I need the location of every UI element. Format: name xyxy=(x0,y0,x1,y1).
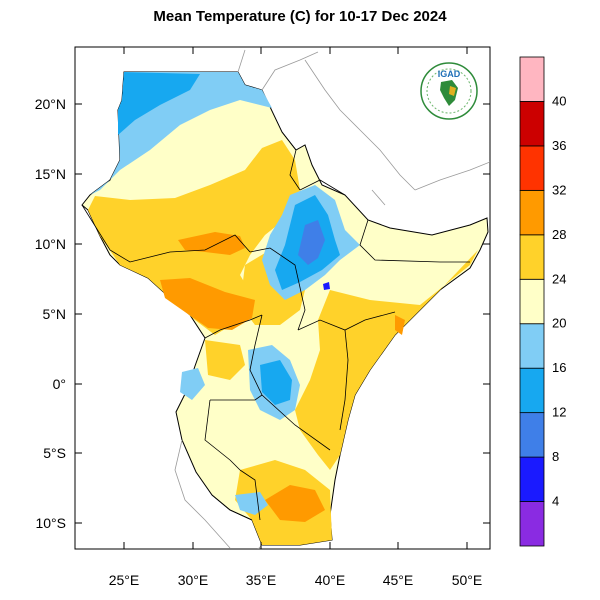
lat-ticks xyxy=(75,103,490,524)
colorbar-label: 8 xyxy=(552,449,559,464)
hot-zone-somalia xyxy=(395,315,405,335)
lat-tick-label: 20°N xyxy=(35,96,66,112)
colorbar-label: 36 xyxy=(552,138,566,153)
hot-zone-tanzania xyxy=(265,485,325,522)
colorbar-swatch xyxy=(519,234,545,280)
colorbar-swatch xyxy=(519,323,545,369)
context-borders xyxy=(174,49,490,549)
colorbar-swatch xyxy=(519,145,545,191)
map-title: Mean Temperature (C) for 10-17 Dec 2024 xyxy=(153,8,447,25)
colorbar-label: 24 xyxy=(552,271,566,286)
colorbar-label: 12 xyxy=(552,405,566,420)
lon-tick-label: 40°E xyxy=(315,572,346,588)
colorbar-swatch xyxy=(519,278,545,325)
lon-tick-label: 45°E xyxy=(383,572,414,588)
colorbar-swatch xyxy=(519,367,545,414)
igad-logo-icon: IGAD xyxy=(420,62,478,120)
lat-tick-label: 10°N xyxy=(35,236,66,252)
cool-zone-congo-edge xyxy=(180,368,205,400)
warm-zone-uganda xyxy=(205,340,245,380)
lat-tick-label: 5°S xyxy=(43,445,66,461)
colorbar-label: 28 xyxy=(552,227,566,242)
colorbar-swatch xyxy=(519,101,545,147)
warm-zone-east xyxy=(295,250,478,470)
colorbar-swatch xyxy=(519,189,545,236)
coldest-spot xyxy=(323,282,330,290)
lon-tick-label: 30°E xyxy=(178,572,209,588)
colorbar-swatch xyxy=(519,501,545,547)
cool-zone-tanzania xyxy=(235,492,268,515)
lat-tick-labels: 20°N 15°N 10°N 5°N 0° 5°S 10°S xyxy=(35,96,66,531)
colorbar-swatch xyxy=(519,456,545,502)
cold-zone-rift xyxy=(260,360,292,405)
lon-tick-labels: 25°E 30°E 35°E 40°E 45°E 50°E xyxy=(109,572,483,588)
colorbar-label: 16 xyxy=(552,360,566,375)
lat-tick-label: 15°N xyxy=(35,166,66,182)
colorbar-label: 32 xyxy=(552,182,566,197)
country-borders xyxy=(81,131,470,521)
lon-ticks xyxy=(123,47,468,549)
hot-zone-sudan-mid xyxy=(178,232,245,255)
colorbar-label: 20 xyxy=(552,316,566,331)
lon-tick-label: 35°E xyxy=(246,572,277,588)
colorbar-label: 4 xyxy=(552,494,559,509)
lat-tick-label: 10°S xyxy=(35,515,66,531)
very-cold-zone-ethiopia xyxy=(298,220,325,265)
colorbar-label: 40 xyxy=(552,93,566,108)
colorbar-swatch xyxy=(519,56,545,102)
colorbar-swatch xyxy=(519,412,545,458)
cold-zone-sahara xyxy=(118,72,200,135)
logo-text: IGAD xyxy=(438,69,461,79)
lon-tick-label: 50°E xyxy=(452,572,483,588)
colorbar: 4 8 12 16 20 24 28 32 36 40 xyxy=(519,56,566,547)
lat-tick-label: 0° xyxy=(53,376,66,392)
lon-tick-label: 25°E xyxy=(109,572,140,588)
lat-tick-label: 5°N xyxy=(43,306,67,322)
hot-zone-sudan-south xyxy=(160,278,255,330)
